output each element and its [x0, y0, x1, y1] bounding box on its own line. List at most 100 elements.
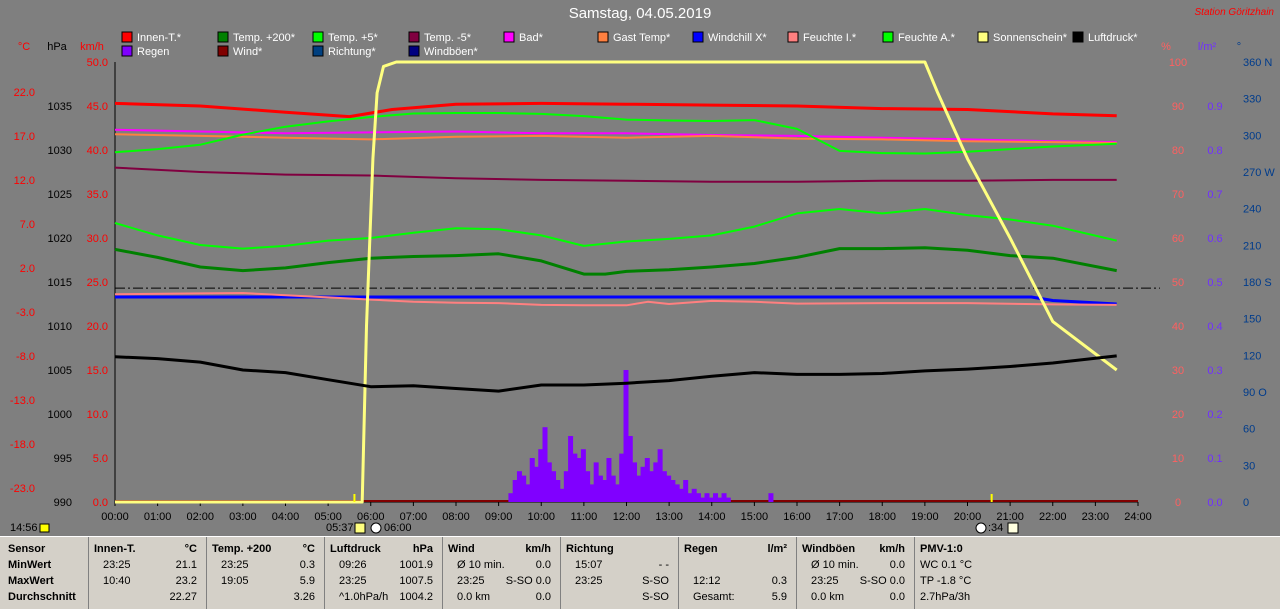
stats-column-unit: hPa [412, 543, 433, 555]
rain-bar [572, 453, 578, 502]
rain-bar [725, 497, 731, 502]
axis-unit: km/h [80, 41, 104, 53]
stats-time: Ø 10 min. [457, 559, 505, 571]
y-tick-label-percent: 30 [1172, 365, 1184, 377]
x-tick-label: 01:00 [144, 511, 172, 523]
y-tick-label-percent: 40 [1172, 321, 1184, 333]
stats-column-name: PMV-1:0 [920, 543, 963, 555]
stats-column-unit: km/h [879, 543, 905, 555]
y-tick-label-hpa: 1010 [48, 321, 72, 333]
stats-column-name: Innen-T. [94, 543, 136, 555]
sunrise-rounded-label: 06:00 [384, 522, 412, 534]
legend-swatch [408, 31, 420, 43]
stats-column: Richtung 15:07 - - 23:25 S-SO S-SO [560, 537, 675, 609]
stats-column-unit: l/m² [767, 543, 787, 555]
y-tick-label-kmh: 50.0 [87, 57, 108, 69]
axis-unit: °C [18, 41, 30, 53]
stats-column: Temp. +200 °C 23:25 0.3 19:05 5.9 3.26 [206, 537, 321, 609]
legend-swatch [1072, 31, 1084, 43]
row-label-min: MinWert [8, 559, 52, 571]
series-luftdruck [114, 354, 1117, 393]
y-tick-label-kmh: 35.0 [87, 189, 108, 201]
rain-bar [538, 449, 544, 502]
y-tick-label-rain: 0.9 [1207, 101, 1222, 113]
y-tick-label-hpa: 990 [54, 497, 72, 509]
rain-bar [542, 427, 548, 502]
stats-column: PMV-1:0 WC 0.1 °C TP -1.8 °C 2.7hPa/3h [914, 537, 1029, 609]
legend-label: Windböen* [424, 46, 479, 58]
y-tick-label-hpa: 1035 [48, 101, 72, 113]
stats-value: 0.0 [535, 559, 551, 571]
stats-value: 23.2 [175, 575, 197, 587]
x-tick-label: 11:00 [571, 511, 598, 523]
stats-time: 2.7hPa/3h [920, 591, 971, 603]
y-tick-label-percent: 10 [1172, 453, 1184, 465]
start-sun-icon [39, 523, 50, 533]
x-tick-label: 13:00 [655, 511, 683, 523]
legend-label: Gast Temp* [613, 32, 671, 44]
stats-column-name: Windböen [802, 543, 856, 555]
row-label-max: MaxWert [8, 575, 54, 587]
stats-time: ^1.0hPa/h [339, 591, 389, 603]
y-tick-label-celsius: -13.0 [10, 395, 35, 407]
stats-value: 0.0 [889, 591, 905, 603]
stats-time: 12:12 [693, 575, 721, 587]
y-tick-label-rain: 0.8 [1207, 145, 1222, 157]
axis-unit: ° [1237, 41, 1241, 53]
x-tick-label: 12:00 [613, 511, 641, 523]
rain-bar [644, 458, 650, 502]
stats-value: 1004.2 [399, 591, 433, 603]
series-temp-5 [114, 208, 1117, 250]
rain-bar [717, 497, 723, 502]
y-tick-label-direction: 270 W [1243, 167, 1275, 179]
sunset-label: :34 [988, 522, 1003, 534]
row-label-avg: Durchschnitt [8, 591, 76, 603]
y-tick-label-hpa: 1015 [48, 277, 72, 289]
sunrise-dial-icon [370, 522, 382, 534]
stats-panel: Sensor MinWert MaxWert Durchschnitt Inne… [0, 536, 1280, 609]
row-label-sensor: Sensor [8, 543, 46, 555]
y-tick-label-hpa: 995 [54, 453, 72, 465]
sunrise-icon [354, 522, 366, 534]
series-innen-t [114, 101, 1117, 119]
stats-value: 5.9 [771, 591, 787, 603]
x-tick-label: 22:00 [1039, 511, 1067, 523]
x-tick-label: 10:00 [527, 511, 555, 523]
x-tick-label: 08:00 [442, 511, 470, 523]
axis-unit: % [1161, 41, 1171, 53]
stats-time: 0.0 km [457, 591, 491, 603]
x-tick-label: 14:00 [698, 511, 726, 523]
legend-label: Richtung* [328, 46, 376, 58]
stats-value: 3.26 [293, 591, 315, 603]
y-tick-label-percent: 50 [1172, 277, 1184, 289]
y-tick-label-celsius: 12.0 [14, 175, 35, 187]
rain-bar [623, 370, 629, 502]
rain-bar [546, 462, 552, 502]
x-tick-label: 18:00 [868, 511, 896, 523]
rain-bar [649, 471, 655, 502]
x-tick-label: 09:00 [485, 511, 513, 523]
y-tick-label-kmh: 0.0 [93, 497, 108, 509]
stats-time: 23:25 [811, 575, 839, 587]
rain-bar [670, 480, 676, 502]
stats-column-unit: °C [184, 543, 197, 555]
x-tick-label: 15:00 [741, 511, 769, 523]
y-tick-label-celsius: -3.0 [16, 307, 35, 319]
y-tick-label-kmh: 20.0 [87, 321, 108, 333]
rain-bar [610, 475, 616, 502]
rain-bar [691, 488, 697, 502]
y-tick-label-rain: 0.0 [1207, 497, 1222, 509]
y-tick-label-rain: 0.6 [1207, 233, 1222, 245]
legend-label: Innen-T.* [137, 32, 182, 44]
x-tick-label: 06:00 [357, 511, 385, 523]
y-tick-label-hpa: 1025 [48, 189, 72, 201]
rain-bar [555, 480, 561, 502]
stats-column-name: Temp. +200 [212, 543, 272, 555]
series-sonnenschein [115, 60, 1118, 504]
stats-value: 0.0 [889, 559, 905, 571]
y-tick-label-percent: 80 [1172, 145, 1184, 157]
stats-value: 22.27 [169, 591, 197, 603]
y-tick-label-percent: 60 [1172, 233, 1184, 245]
rain-bar [636, 475, 642, 502]
y-tick-label-kmh: 40.0 [87, 145, 108, 157]
